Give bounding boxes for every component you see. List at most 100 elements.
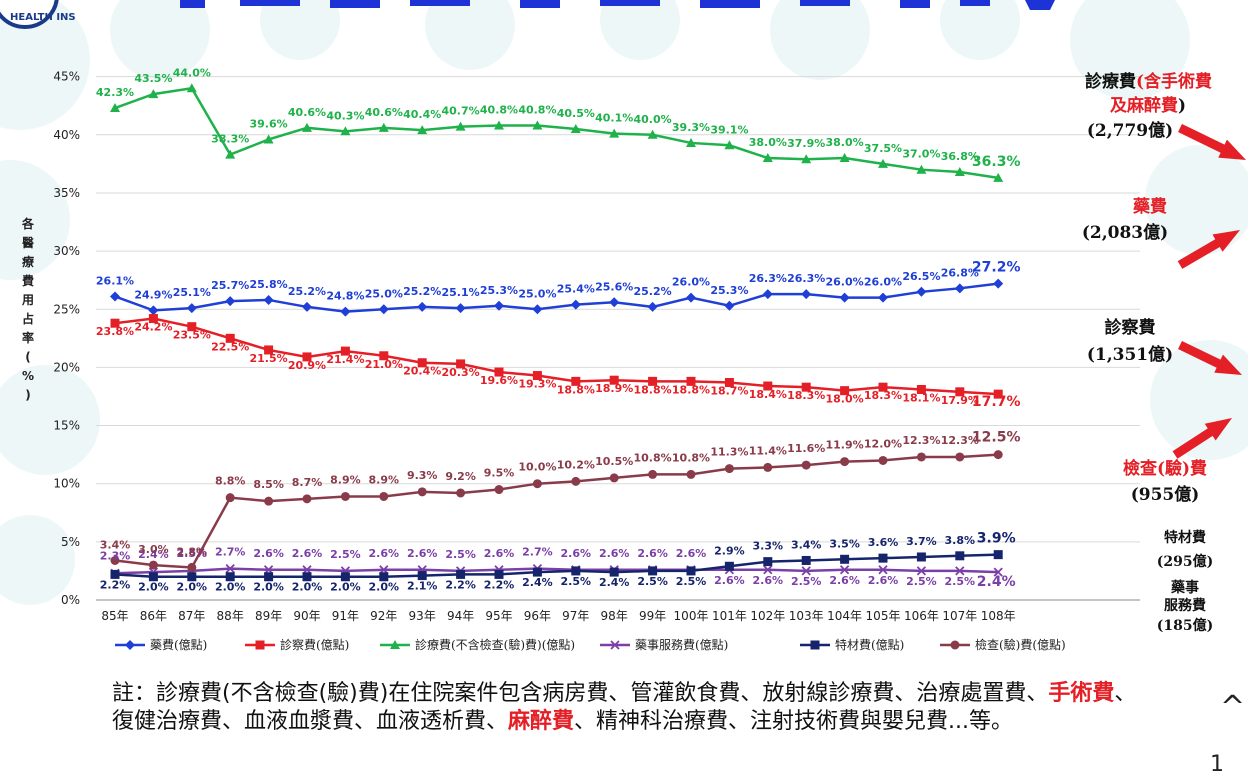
data-point xyxy=(724,561,734,571)
data-label: 2.6% xyxy=(599,547,630,560)
data-point xyxy=(686,292,696,303)
data-label: 18.3% xyxy=(864,389,902,402)
anno-diag-part: 診療費 xyxy=(1085,71,1136,92)
data-label: 2.6% xyxy=(369,547,400,560)
legend-marker xyxy=(390,640,400,649)
data-point xyxy=(378,122,389,132)
data-label: 9.5% xyxy=(484,467,515,480)
data-point xyxy=(110,103,120,113)
data-label: 11.3% xyxy=(710,446,748,459)
data-point xyxy=(302,122,312,132)
data-point xyxy=(840,457,850,467)
x-tick-label: 95年 xyxy=(485,609,512,623)
data-label: 10.8% xyxy=(634,451,672,464)
data-point xyxy=(340,346,350,356)
data-point xyxy=(417,125,428,135)
data-label: 19.3% xyxy=(518,378,556,391)
data-label: 26.3% xyxy=(749,272,787,285)
series-layer xyxy=(110,83,1004,582)
data-label: 8.5% xyxy=(253,478,284,491)
data-label: 24.9% xyxy=(134,288,172,301)
data-label: 2.5% xyxy=(906,575,937,588)
data-point xyxy=(878,565,888,575)
data-point xyxy=(187,572,197,582)
data-point xyxy=(302,352,312,362)
x-tick-label: 88年 xyxy=(217,609,244,623)
data-label: 25.2% xyxy=(403,285,441,298)
data-label: 39.6% xyxy=(250,117,288,130)
legend-label: 診療費(不含檢查(驗)費)(億點) xyxy=(415,637,575,652)
anno-drug-line2: (2,083億) xyxy=(1082,222,1168,243)
data-label: 8.9% xyxy=(369,473,400,486)
data-label: 2.4% xyxy=(522,576,553,589)
legend-label: 藥事服務費(億點) xyxy=(635,637,728,652)
series-line-2 xyxy=(114,86,999,180)
data-label: 2.6% xyxy=(829,574,860,587)
x-tick-label: 104年 xyxy=(827,609,862,623)
bg-circle xyxy=(0,0,90,130)
data-point xyxy=(187,562,197,572)
data-point xyxy=(571,376,581,386)
data-label: 36.3% xyxy=(972,154,1021,170)
data-point xyxy=(456,569,466,579)
data-label: 2.0% xyxy=(253,581,284,594)
y-tick-label: 5% xyxy=(61,535,80,549)
bg-circle xyxy=(1145,145,1248,255)
data-point xyxy=(532,567,542,577)
anno-pharm-line2: 服務費 xyxy=(1164,597,1206,614)
data-label: 22.5% xyxy=(211,340,249,353)
data-point xyxy=(456,488,466,498)
data-label: 2.2% xyxy=(484,578,515,591)
data-label: 25.7% xyxy=(211,279,249,292)
data-label: 40.6% xyxy=(365,106,403,119)
data-label: 39.3% xyxy=(672,121,710,134)
y-tick-label: 0% xyxy=(61,593,80,607)
anno-material-line2: (295億) xyxy=(1157,553,1213,570)
footnote: 註：診療費(不含檢查(驗)費)在住院案件包含病房費、管灌飲食費、放射線診療費、治… xyxy=(112,680,1152,736)
data-point xyxy=(762,153,773,163)
data-point xyxy=(494,367,504,377)
data-label: 3.4% xyxy=(100,538,131,551)
chevron-up-icon[interactable]: ^ xyxy=(1220,690,1246,725)
data-point xyxy=(993,172,1004,182)
x-axis: 85年 86年 87年 88年 89年 90年 91年 92年 93年 94年 95年 96年 97年 9… xyxy=(101,609,1015,623)
data-labels: 26.1%24.9% 25.1%25.7% 25.8%25.2% 24.8% 25.0%… xyxy=(96,66,1021,593)
data-label: 18.0% xyxy=(826,393,864,406)
anno-diag-part: ) xyxy=(1178,96,1186,116)
data-label: 18.1% xyxy=(902,391,940,404)
data-point xyxy=(840,386,850,396)
data-label: 12.5% xyxy=(972,430,1021,446)
data-label: 25.6% xyxy=(595,280,633,293)
data-point xyxy=(186,303,197,314)
y-axis-label-char: 用 xyxy=(21,293,34,307)
data-point xyxy=(993,567,1003,577)
data-label: 25.2% xyxy=(634,285,672,298)
legend-marker xyxy=(125,640,135,650)
footnote-text-3: 、精神科治療費、注射技術費與嬰兒費...等。 xyxy=(574,709,1014,734)
data-point xyxy=(379,572,389,582)
data-point xyxy=(878,382,888,392)
anno-material-line1: 特材費 xyxy=(1164,529,1206,546)
data-point xyxy=(417,571,427,581)
footnote-text-2: 、復健治療費、血液血漿費、血液透析費、 xyxy=(112,681,1137,734)
bg-circle xyxy=(770,0,870,80)
data-label: 2.5% xyxy=(445,548,476,561)
legend-label: 特材費(億點) xyxy=(835,637,904,652)
data-point xyxy=(916,384,926,394)
data-label: 2.6% xyxy=(753,574,784,587)
data-label: 37.5% xyxy=(864,142,902,155)
data-label: 25.0% xyxy=(365,287,403,300)
data-point xyxy=(340,491,350,501)
data-label: 2.0% xyxy=(215,581,246,594)
data-point xyxy=(571,476,581,486)
data-point xyxy=(570,299,581,310)
data-point xyxy=(648,469,658,479)
x-tick-label: 89年 xyxy=(255,609,282,623)
data-label: 40.1% xyxy=(595,112,633,125)
data-label: 3.8% xyxy=(945,534,976,547)
data-label: 10.0% xyxy=(518,461,556,474)
title-fragment xyxy=(180,0,1055,10)
data-label: 40.5% xyxy=(557,107,595,120)
